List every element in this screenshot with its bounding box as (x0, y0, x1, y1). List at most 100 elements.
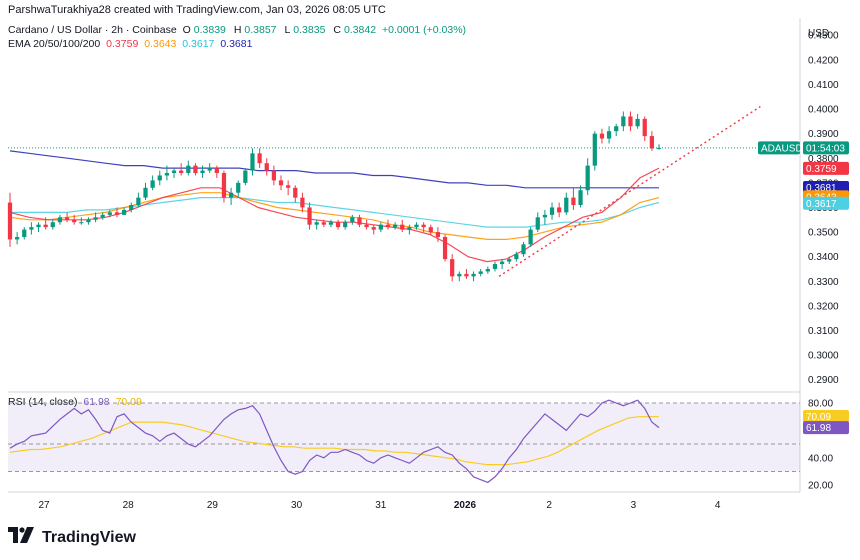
candle-down[interactable] (293, 187, 298, 198)
candle-up[interactable] (492, 264, 498, 269)
candle-up[interactable] (314, 222, 319, 225)
candle-down[interactable] (464, 273, 469, 277)
candle-down[interactable] (257, 153, 262, 164)
candle-up[interactable] (606, 131, 612, 139)
candle-down[interactable] (649, 136, 654, 149)
symbol-name[interactable]: Cardano / US Dollar · 2h · Coinbase (8, 24, 177, 36)
candle-up[interactable] (521, 244, 526, 255)
candle-down[interactable] (278, 180, 284, 186)
candle-up[interactable] (549, 207, 555, 215)
candle-up[interactable] (378, 224, 383, 230)
candle-down[interactable] (642, 118, 647, 137)
candle-up[interactable] (57, 217, 63, 223)
candle-down[interactable] (442, 236, 448, 260)
candle-down[interactable] (64, 217, 70, 220)
time-axis[interactable]: 27 28 29 30 31 2026 2 3 4 (38, 500, 720, 511)
candle-up[interactable] (621, 116, 626, 127)
candle-up[interactable] (528, 229, 533, 245)
candle-up[interactable] (22, 229, 27, 237)
candle-up[interactable] (578, 190, 583, 205)
candle-down[interactable] (221, 173, 227, 198)
candle-up[interactable] (100, 214, 105, 218)
candle-down[interactable] (307, 207, 312, 225)
candle-up[interactable] (15, 236, 20, 240)
candle-down[interactable] (421, 224, 426, 228)
candle-down[interactable] (214, 168, 219, 174)
candle-up[interactable] (250, 153, 255, 171)
candle-up[interactable] (107, 212, 112, 215)
candle-down[interactable] (357, 217, 362, 225)
candle-up[interactable] (564, 197, 569, 213)
candle-down[interactable] (335, 222, 341, 228)
candle-down[interactable] (435, 232, 441, 237)
candle-up[interactable] (592, 133, 597, 166)
candle-down[interactable] (557, 207, 562, 213)
candle-up[interactable] (136, 197, 141, 205)
candle-up[interactable] (207, 168, 212, 171)
candle-up[interactable] (243, 170, 248, 183)
candle-down[interactable] (43, 224, 48, 228)
candle-down[interactable] (72, 219, 77, 223)
trendline[interactable] (498, 105, 761, 277)
rsi-legend[interactable]: RSI (14, close) 61.98 70.09 (8, 396, 145, 408)
candle-down[interactable] (264, 163, 269, 171)
ema-legend[interactable]: EMA 20/50/100/200 0.3759 0.3643 0.3617 0… (8, 38, 255, 50)
candle-up[interactable] (514, 254, 519, 260)
candle-up[interactable] (328, 222, 334, 225)
candle-up[interactable] (585, 165, 590, 191)
tradingview-logo[interactable]: TradingView (8, 527, 136, 548)
candle-down[interactable] (571, 197, 576, 205)
candle-up[interactable] (236, 182, 241, 193)
candle-down[interactable] (599, 133, 605, 139)
candle-down[interactable] (428, 227, 433, 233)
candle-up[interactable] (171, 170, 177, 174)
candle-up[interactable] (542, 214, 548, 218)
candle-up[interactable] (457, 273, 462, 277)
candle-up[interactable] (414, 224, 419, 228)
candle-up[interactable] (86, 219, 91, 223)
candle-up[interactable] (200, 170, 205, 174)
candle-up[interactable] (186, 165, 191, 174)
candle-down[interactable] (286, 185, 291, 188)
candle-up[interactable] (471, 273, 476, 277)
candle-up[interactable] (635, 118, 640, 127)
candle-down[interactable] (628, 116, 633, 127)
candle-up[interactable] (350, 217, 355, 223)
candle-down[interactable] (385, 224, 391, 228)
candle-down[interactable] (321, 222, 326, 225)
candle-up[interactable] (36, 224, 41, 228)
candle-up[interactable] (614, 126, 619, 132)
support-trendline[interactable] (498, 105, 761, 277)
candle-down[interactable] (193, 165, 198, 174)
candle-up[interactable] (157, 175, 162, 181)
candle-up[interactable] (407, 227, 412, 230)
candle-up[interactable] (535, 217, 540, 230)
candle-down[interactable] (114, 212, 120, 215)
candle-down[interactable] (179, 170, 184, 174)
candle-up[interactable] (507, 259, 512, 262)
chart-canvas[interactable]: USD 0.4300 0.4200 0.4100 0.4000 0.3900 0.3800… (0, 0, 860, 520)
candle-up[interactable] (164, 173, 170, 176)
candle-down[interactable] (371, 227, 376, 230)
candle-up[interactable] (129, 205, 134, 210)
candle-up[interactable] (50, 222, 55, 228)
candle-up[interactable] (478, 271, 483, 274)
candle-up[interactable] (393, 224, 398, 228)
candle-up[interactable] (143, 187, 148, 198)
candles[interactable] (7, 111, 662, 282)
candle-up[interactable] (343, 222, 348, 228)
candle-down[interactable] (271, 170, 276, 181)
candle-up[interactable] (29, 227, 34, 230)
candle-up[interactable] (150, 180, 155, 188)
candle-down[interactable] (300, 197, 305, 208)
candle-down[interactable] (364, 224, 369, 228)
candle-down[interactable] (7, 202, 13, 240)
rsi-axis[interactable]: 80.00 40.00 20.00 (808, 398, 833, 491)
candle-up[interactable] (121, 209, 127, 215)
candle-up[interactable] (485, 268, 490, 272)
candle-up[interactable] (93, 217, 98, 220)
candle-up[interactable] (228, 192, 234, 198)
candle-down[interactable] (450, 259, 455, 277)
candle-up[interactable] (79, 222, 84, 224)
candle-up[interactable] (499, 261, 505, 265)
